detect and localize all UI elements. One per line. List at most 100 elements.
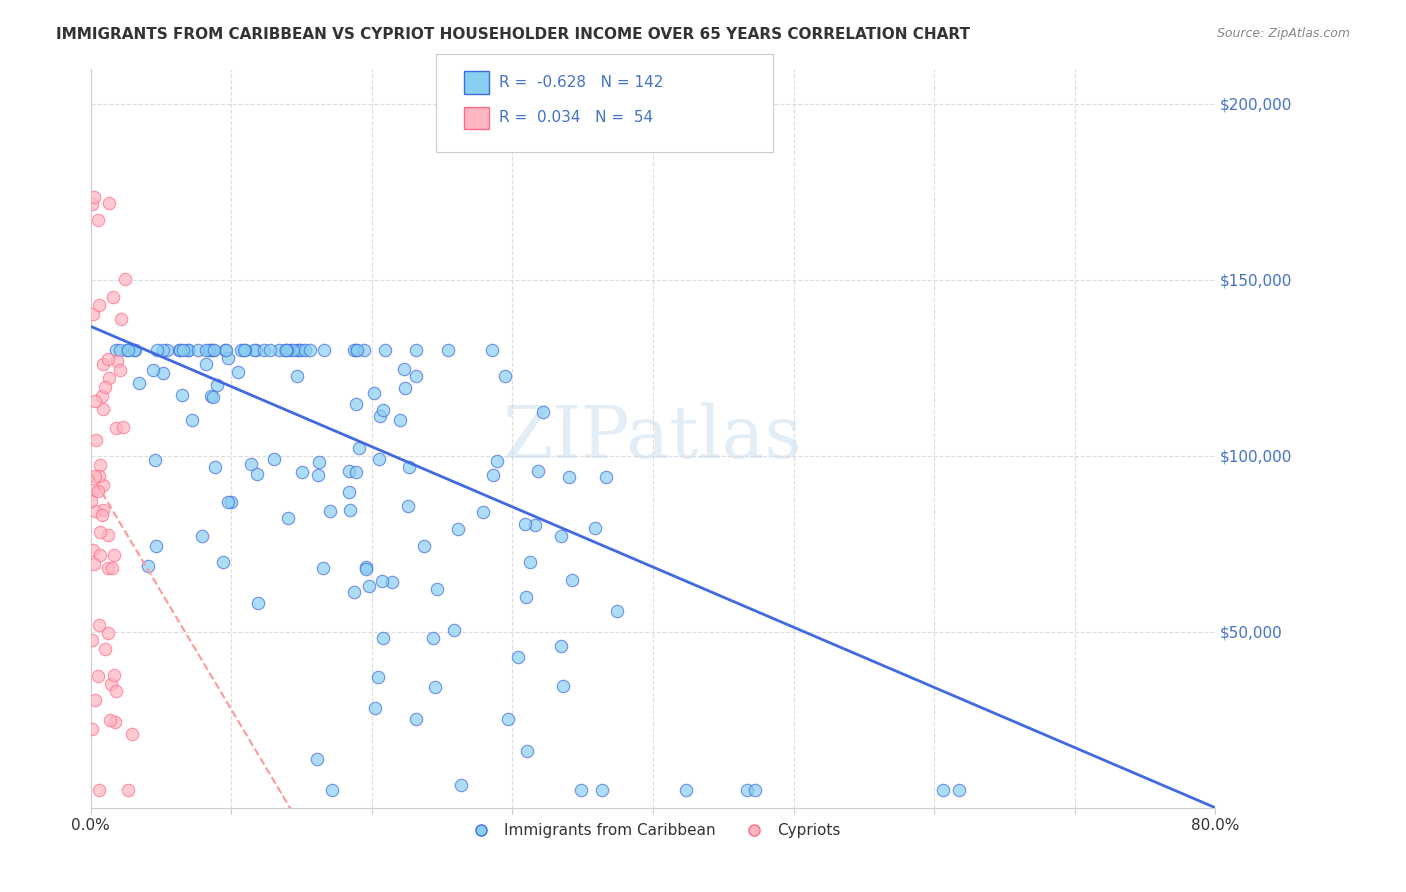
Point <box>471 505 494 519</box>
Point <box>426 582 449 596</box>
Point <box>105 343 128 358</box>
Point <box>200 343 222 358</box>
Point <box>87 484 110 499</box>
Point <box>583 521 606 535</box>
Point <box>515 590 537 604</box>
Point <box>337 464 360 478</box>
Point <box>494 368 516 383</box>
Point <box>550 639 572 653</box>
Point <box>146 343 169 358</box>
Point <box>105 684 128 698</box>
Point <box>363 700 385 714</box>
Point <box>344 343 367 358</box>
Point <box>550 529 572 543</box>
Point <box>83 190 105 204</box>
Point <box>152 366 174 380</box>
Point <box>204 460 226 475</box>
Point <box>89 549 111 563</box>
Point <box>84 433 107 447</box>
Point <box>84 504 107 518</box>
Point <box>83 558 105 572</box>
Point <box>561 573 583 587</box>
Point <box>80 493 103 508</box>
Point <box>124 343 146 358</box>
Point <box>83 394 105 409</box>
Point <box>93 502 115 516</box>
Point <box>96 626 118 640</box>
Point <box>145 539 167 553</box>
Point <box>405 712 427 726</box>
Point <box>274 343 297 358</box>
Point <box>80 197 103 211</box>
Point <box>226 365 249 379</box>
Point <box>413 539 436 553</box>
Point <box>595 469 617 483</box>
Point <box>245 343 267 358</box>
Point <box>423 680 446 694</box>
Point <box>232 343 254 358</box>
Point <box>100 677 122 691</box>
Point <box>89 468 111 483</box>
Point <box>246 467 269 481</box>
Point <box>195 343 218 358</box>
Point <box>202 343 225 358</box>
Point <box>339 503 361 517</box>
Point <box>481 343 503 358</box>
Point <box>516 744 538 758</box>
Point <box>312 560 335 574</box>
Point <box>191 529 214 543</box>
Point <box>287 343 309 358</box>
Point <box>214 343 236 358</box>
Point <box>82 483 104 498</box>
Point <box>90 508 112 522</box>
Point <box>551 679 574 693</box>
Point <box>97 351 120 366</box>
Point <box>496 712 519 726</box>
Point <box>343 585 366 599</box>
Point <box>381 575 404 590</box>
Point <box>217 351 239 365</box>
Point <box>394 381 416 395</box>
Point <box>198 343 221 358</box>
Point <box>280 343 302 358</box>
Point <box>354 562 377 576</box>
Point <box>276 343 298 358</box>
Point <box>321 783 343 797</box>
Point <box>243 343 266 358</box>
Point <box>91 357 114 371</box>
Point <box>405 369 427 384</box>
Point <box>93 642 115 657</box>
Point <box>104 714 127 729</box>
Point <box>97 371 120 385</box>
Point <box>569 783 592 797</box>
Point <box>398 460 420 475</box>
Point <box>346 343 368 358</box>
Point <box>177 343 200 358</box>
Point <box>89 458 111 472</box>
Point <box>363 386 385 401</box>
Point <box>287 369 309 384</box>
Text: R =  0.034   N =  54: R = 0.034 N = 54 <box>499 111 654 125</box>
Point <box>117 343 139 358</box>
Point <box>82 543 104 558</box>
Point <box>347 442 370 456</box>
Point <box>359 579 381 593</box>
Point <box>948 783 970 797</box>
Point <box>450 778 472 792</box>
Point <box>274 343 297 358</box>
Point <box>103 668 125 682</box>
Point <box>211 555 233 569</box>
Point <box>114 272 136 286</box>
Point <box>214 343 236 358</box>
Point <box>353 343 375 358</box>
Point <box>267 343 290 358</box>
Point <box>307 468 329 483</box>
Point <box>97 527 120 541</box>
Point <box>319 503 342 517</box>
Point <box>115 343 138 358</box>
Point <box>354 559 377 574</box>
Point <box>91 401 114 416</box>
Point <box>239 457 262 471</box>
Point <box>101 290 124 304</box>
Point <box>89 525 111 540</box>
